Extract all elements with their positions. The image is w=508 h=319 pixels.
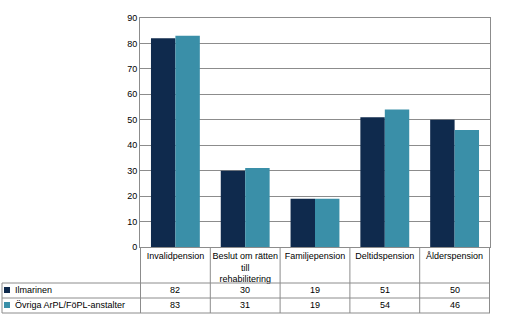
svg-text:46: 46 bbox=[450, 300, 460, 310]
svg-text:0: 0 bbox=[132, 242, 137, 252]
svg-text:50: 50 bbox=[450, 285, 460, 295]
svg-text:Övriga ArPL/FöPL-anstalter: Övriga ArPL/FöPL-anstalter bbox=[15, 300, 125, 310]
svg-text:Deltidspension: Deltidspension bbox=[355, 251, 414, 261]
svg-text:30: 30 bbox=[240, 285, 250, 295]
svg-text:20: 20 bbox=[127, 191, 137, 201]
svg-text:Ilmarinen: Ilmarinen bbox=[15, 285, 52, 295]
svg-text:Familjepension: Familjepension bbox=[285, 251, 346, 261]
svg-text:30: 30 bbox=[127, 166, 137, 176]
svg-text:50: 50 bbox=[127, 115, 137, 125]
svg-text:19: 19 bbox=[310, 285, 320, 295]
svg-text:40: 40 bbox=[127, 140, 137, 150]
svg-text:Invalidpension: Invalidpension bbox=[147, 251, 205, 261]
svg-text:90: 90 bbox=[127, 13, 137, 23]
svg-text:Beslut om rättentillrehabilite: Beslut om rättentillrehabilitering bbox=[212, 251, 278, 284]
svg-text:31: 31 bbox=[240, 300, 250, 310]
svg-text:54: 54 bbox=[380, 300, 390, 310]
svg-text:51: 51 bbox=[380, 285, 390, 295]
svg-text:82: 82 bbox=[170, 285, 180, 295]
svg-text:10: 10 bbox=[127, 217, 137, 227]
svg-text:60: 60 bbox=[127, 89, 137, 99]
svg-text:70: 70 bbox=[127, 64, 137, 74]
svg-text:83: 83 bbox=[170, 300, 180, 310]
svg-text:80: 80 bbox=[127, 39, 137, 49]
svg-text:19: 19 bbox=[310, 300, 320, 310]
svg-text:Ålderspension: Ålderspension bbox=[426, 251, 483, 261]
